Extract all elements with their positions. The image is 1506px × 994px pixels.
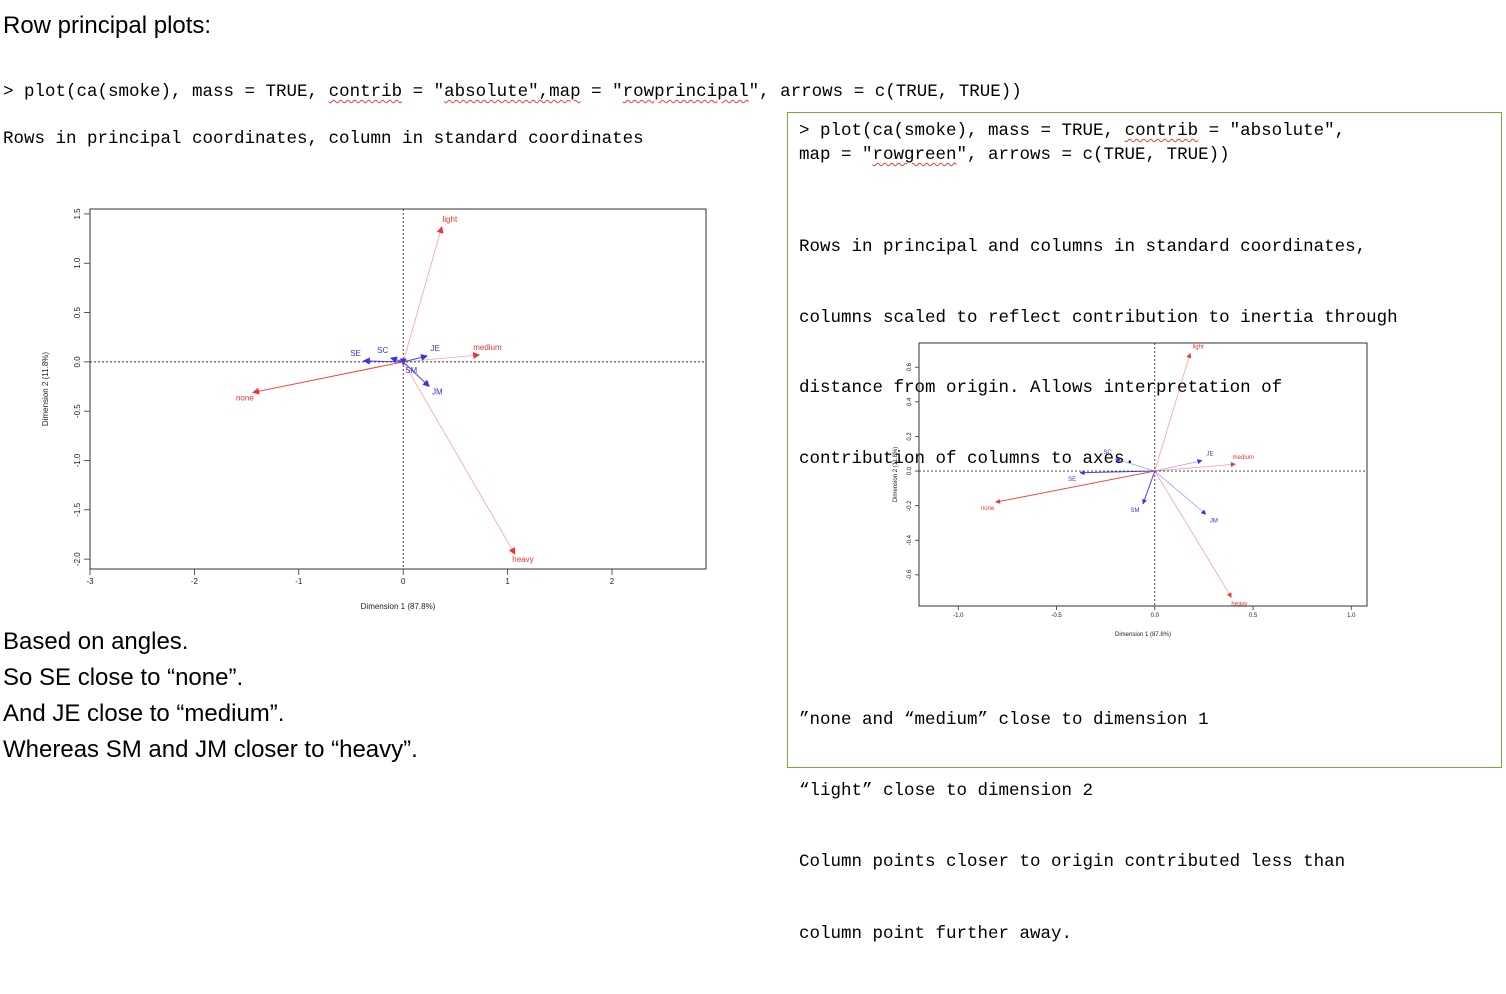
- rowgreen-panel: > plot(ca(smoke), mass = TRUE, contrib =…: [787, 112, 1502, 944]
- x-tick-label: 2: [610, 577, 615, 586]
- interpretation-line: column point further away.: [799, 923, 1073, 944]
- y-tick-label: 1.5: [73, 208, 82, 220]
- description-line: Rows in principal and columns in standar…: [799, 237, 1367, 257]
- x-tick-label: -0.5: [1051, 613, 1062, 619]
- spellcheck-word: contrib: [1124, 121, 1199, 141]
- spellcheck-word: rowprincipal: [622, 82, 749, 102]
- row-arrow-je: [1154, 459, 1203, 472]
- command-rowgreen: > plot(ca(smoke), mass = TRUE, contrib =…: [799, 121, 1346, 165]
- column-label-light: light: [1193, 344, 1204, 350]
- column-arrow-none: [252, 361, 404, 395]
- column-arrow-light: [402, 226, 444, 362]
- interpretation-line: “light” close to dimension 2: [799, 780, 1094, 801]
- page-heading: Row principal plots:: [3, 12, 212, 39]
- notes: Based on angles. So SE close to “none”. …: [3, 624, 418, 768]
- y-tick-label: -2.0: [73, 552, 82, 566]
- row-arrow-je: [403, 354, 428, 363]
- column-arrow-heavy: [1154, 470, 1232, 598]
- y-tick-label: 0.2: [907, 432, 913, 441]
- column-arrow-light: [1154, 352, 1192, 472]
- column-arrow-none: [995, 470, 1155, 504]
- description-rowprincipal: Rows in principal coordinates, column in…: [3, 129, 644, 149]
- x-tick-label: 0.5: [1249, 613, 1258, 619]
- x-tick-label: -1: [295, 577, 303, 586]
- row-label-se: SE: [350, 349, 361, 358]
- y-tick-label: 0.6: [907, 362, 913, 371]
- note-line: And JE close to “medium”.: [3, 700, 285, 727]
- x-tick-label: 1: [505, 577, 510, 586]
- x-tick-label: -2: [191, 577, 199, 586]
- interpretation-line: ”none and “medium” close to dimension 1: [799, 709, 1209, 730]
- y-tick-label: -0.2: [907, 500, 913, 511]
- interpretation-line: Column points closer to origin contribut…: [799, 852, 1346, 873]
- y-tick-label: -0.5: [73, 404, 82, 418]
- column-arrow-heavy: [402, 361, 516, 555]
- row-arrow-se: [1079, 470, 1155, 476]
- column-label-medium: medium: [473, 343, 502, 352]
- row-arrow-sm: [1142, 470, 1156, 505]
- row-label-sc: SC: [1103, 450, 1112, 456]
- row-label-sm: SM: [405, 366, 417, 375]
- row-arrow-sc: [1115, 457, 1155, 472]
- y-axis-label: Dimension 2 (11.8%): [41, 352, 50, 426]
- y-tick-label: -1.5: [73, 502, 82, 516]
- y-axis-label: Dimension 2 (11.8%): [893, 447, 899, 503]
- description-rowgreen: Rows in principal and columns in standar…: [799, 189, 1398, 518]
- row-arrow-se: [362, 357, 404, 365]
- y-tick-label: 0.5: [73, 306, 82, 318]
- row-label-sm: SM: [1131, 508, 1140, 514]
- row-arrow-jm: [402, 361, 430, 388]
- interpretation-text: ”none and “medium” close to dimension 1 …: [799, 661, 1345, 994]
- y-tick-label: 0.0: [73, 356, 82, 368]
- column-label-none: none: [981, 506, 995, 512]
- column-arrow-medium: [1154, 462, 1236, 472]
- note-line: So SE close to “none”.: [3, 664, 244, 691]
- description-line: distance from origin. Allows interpretat…: [799, 378, 1283, 398]
- y-tick-label: -1.0: [73, 453, 82, 467]
- plot-frame: [89, 208, 707, 570]
- row-label-jm: JM: [432, 388, 443, 397]
- command-rowprincipal: > plot(ca(smoke), mass = TRUE, contrib =…: [3, 82, 1022, 102]
- spellcheck-word: absolute",map: [444, 82, 581, 102]
- plot-frame: [918, 342, 1368, 607]
- x-tick-label: 0.0: [1151, 613, 1160, 619]
- description-line: columns scaled to reflect contribution t…: [799, 307, 1398, 328]
- row-label-je: JE: [1206, 452, 1213, 458]
- ca-plot-rowgreen: -1.0 -0.5 0.0 0.5 1.0 -0.6 -0.4 -0.2 0.0 0.2 0.4 0.…: [893, 342, 1368, 638]
- row-label-sc: SC: [377, 346, 388, 355]
- note-line: Based on angles.: [3, 628, 189, 655]
- spellcheck-word: rowgreen: [872, 145, 957, 165]
- y-tick-label: 1.0: [73, 257, 82, 269]
- column-label-light: light: [443, 215, 458, 224]
- x-tick-label: 1.0: [1347, 613, 1356, 619]
- ca-plot-rowprincipal: -3 -2 -1 0 1 2 -2.0 -1.5 -1.0 -0.5 0.0 0.5 1.0 1.5 Dim…: [41, 208, 707, 611]
- row-label-se: SE: [1068, 477, 1076, 483]
- column-label-heavy: heavy: [1231, 601, 1247, 607]
- description-line: contribution of columns to axes.: [799, 448, 1136, 469]
- x-tick-label: 0: [401, 577, 406, 586]
- y-tick-label: -0.4: [907, 534, 913, 545]
- column-arrow-medium: [403, 352, 481, 363]
- row-arrow-jm: [1154, 470, 1207, 515]
- x-axis-label: Dimension 1 (87.8%): [361, 602, 436, 611]
- column-label-heavy: heavy: [512, 555, 533, 564]
- x-tick-label: -3: [86, 577, 94, 586]
- y-tick-label: 0.0: [907, 466, 913, 475]
- column-label-none: none: [236, 393, 254, 402]
- column-label-medium: medium: [1233, 455, 1254, 461]
- y-tick-label: 0.4: [907, 397, 913, 406]
- row-label-jm: JM: [1210, 518, 1218, 524]
- x-tick-label: -1.0: [953, 613, 964, 619]
- note-line: Whereas SM and JM closer to “heavy”.: [3, 736, 418, 763]
- spellcheck-word: contrib: [328, 82, 403, 102]
- x-axis-label: Dimension 1 (87.8%): [1115, 632, 1171, 638]
- y-tick-label: -0.6: [907, 569, 913, 580]
- row-label-je: JE: [431, 344, 440, 353]
